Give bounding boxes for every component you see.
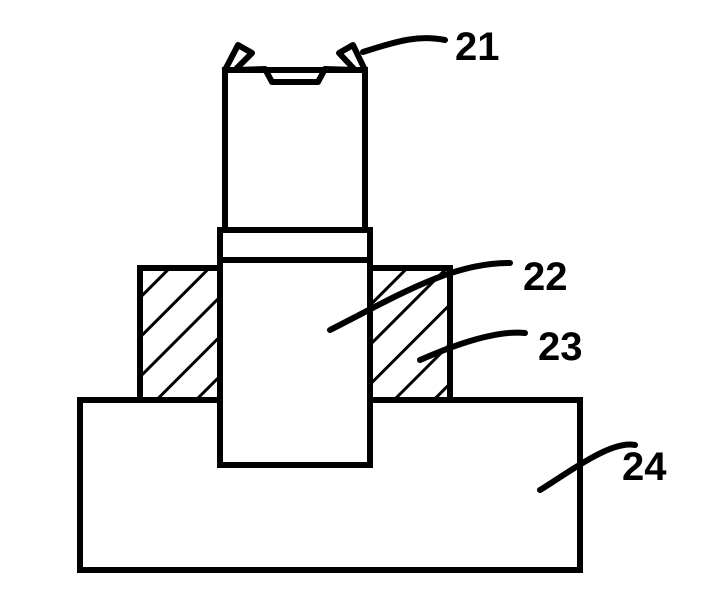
label-21: 21 [455, 25, 500, 69]
top-body [225, 70, 365, 230]
shaft-block [220, 230, 370, 465]
label-23: 23 [538, 325, 583, 369]
bushing-left [140, 268, 220, 400]
label-24: 24 [622, 445, 667, 489]
diagram-canvas: 21 22 23 24 [0, 0, 707, 597]
label-22: 22 [523, 255, 568, 299]
leader-21 [363, 38, 445, 52]
